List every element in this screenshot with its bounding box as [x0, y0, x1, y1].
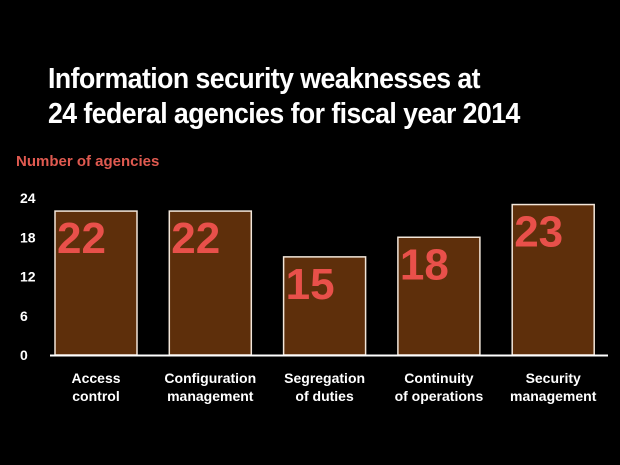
x-tick-label: of duties: [295, 388, 354, 404]
x-tick-label: Segregation: [284, 370, 365, 386]
x-tick-label: Configuration: [164, 370, 256, 386]
bar-value-label: 22: [57, 214, 106, 263]
bar: [511, 203, 595, 356]
bar: [397, 236, 481, 356]
y-tick-label: 6: [20, 308, 28, 324]
y-tick-label: 24: [20, 190, 36, 206]
bar-value-label: 18: [400, 240, 449, 289]
x-tick-label: Continuity: [404, 370, 473, 386]
chart-title-line-2: 24 federal agencies for fiscal year 2014: [48, 98, 520, 130]
bar: [168, 210, 253, 356]
x-tick-label: of operations: [395, 388, 484, 404]
x-tick-label: management: [510, 388, 597, 404]
bar: [282, 256, 367, 356]
bar-value-label: 15: [286, 260, 335, 309]
chart-title: Information security weaknesses at 24 fe…: [48, 62, 563, 132]
x-tick-label: Access: [71, 370, 120, 386]
y-tick-label: 12: [20, 269, 36, 285]
x-tick-label: control: [72, 388, 119, 404]
x-tick-label: Security: [526, 370, 581, 386]
x-tick-label: management: [167, 388, 254, 404]
bar-value-label: 22: [171, 214, 220, 263]
y-tick-label: 18: [20, 229, 36, 245]
y-tick-label: 0: [20, 347, 28, 363]
y-axis-label: Number of agencies: [16, 153, 160, 170]
bar: [54, 210, 138, 356]
bar-value-label: 23: [514, 208, 563, 257]
chart-title-line-1: Information security weaknesses at: [48, 63, 481, 95]
